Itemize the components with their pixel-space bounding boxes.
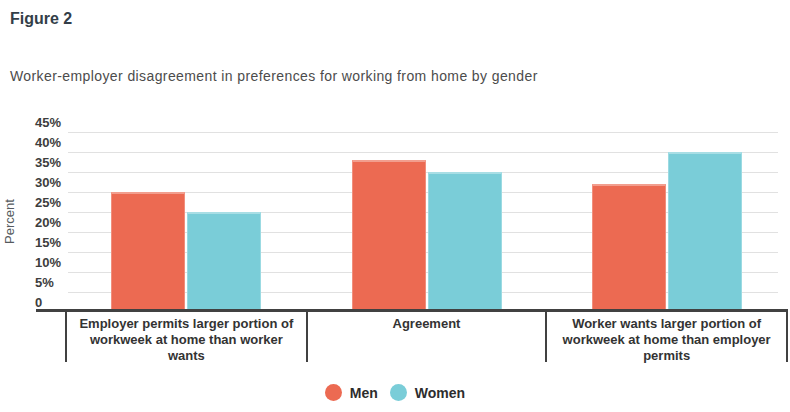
bar-women-group2[interactable] xyxy=(428,172,502,312)
y-tick-label: 30% xyxy=(35,175,61,191)
bar-women-group3[interactable] xyxy=(668,152,742,312)
legend-item-women[interactable]: Women xyxy=(390,384,465,401)
women-swatch-icon xyxy=(390,384,407,401)
gridline xyxy=(68,132,778,133)
category-divider xyxy=(545,312,547,362)
legend-label: Men xyxy=(350,385,378,401)
y-tick-label: 25% xyxy=(35,195,61,211)
y-tick-label: 45% xyxy=(35,115,61,131)
y-tick-label: 5% xyxy=(35,275,54,291)
bar-women-group1[interactable] xyxy=(187,212,261,312)
bar-men-group1[interactable] xyxy=(111,192,185,312)
x-category-label: Employer permits larger portion of workw… xyxy=(74,316,299,364)
legend-item-men[interactable]: Men xyxy=(325,384,378,401)
men-swatch-icon xyxy=(325,384,342,401)
bar-men-group3[interactable] xyxy=(592,184,666,312)
bar-men-group2[interactable] xyxy=(352,160,426,312)
y-tick-label: 20% xyxy=(35,215,61,231)
x-axis-line xyxy=(36,309,788,312)
chart-subtitle: Worker-employer disagreement in preferen… xyxy=(10,68,538,84)
legend-label: Women xyxy=(415,385,465,401)
y-tick-label: 40% xyxy=(35,135,61,151)
category-divider xyxy=(306,312,308,362)
figure-label: Figure 2 xyxy=(10,10,72,28)
figure-2-chart: Figure 2 Worker-employer disagreement in… xyxy=(0,0,790,412)
category-divider xyxy=(786,312,788,362)
category-divider xyxy=(65,312,67,362)
y-tick-label: 15% xyxy=(35,235,61,251)
x-category-label: Worker wants larger portion of workweek … xyxy=(554,316,779,364)
y-axis-title: Percent xyxy=(2,187,17,257)
x-category-label: Agreement xyxy=(315,316,539,332)
y-tick-label: 10% xyxy=(35,255,61,271)
y-tick-label: 35% xyxy=(35,155,61,171)
legend: Men Women xyxy=(0,384,790,401)
